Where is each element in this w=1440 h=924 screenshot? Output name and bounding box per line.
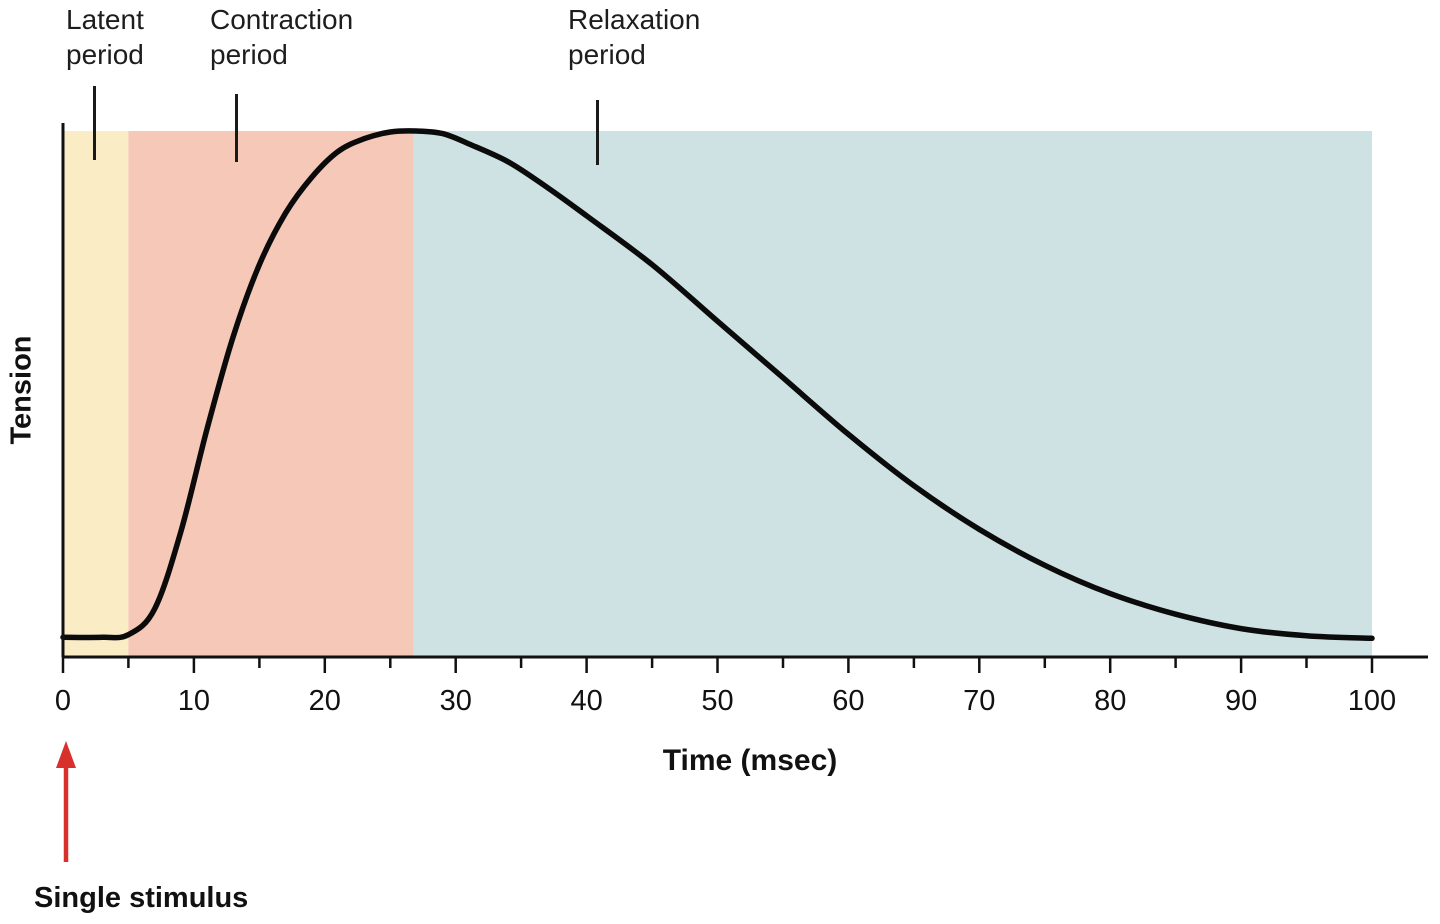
- x-tick-label: 30: [440, 685, 472, 717]
- x-tick-label: 40: [570, 685, 602, 717]
- x-axis-label: Time (msec): [662, 744, 838, 777]
- x-tick-label: 90: [1225, 685, 1257, 717]
- x-tick-label: 60: [832, 685, 864, 717]
- x-tick-label: 100: [1348, 685, 1396, 717]
- latent-period-pointer-line: [93, 86, 96, 160]
- region-0: [63, 131, 129, 657]
- x-tick-label: 80: [1094, 685, 1126, 717]
- contraction-period-label: Contraction period: [210, 4, 354, 70]
- x-tick-label: 50: [701, 685, 733, 717]
- x-tick-label: 70: [963, 685, 995, 717]
- x-tick-label: 0: [55, 685, 71, 717]
- region-2: [413, 131, 1372, 657]
- latent-period-label: Latent period: [66, 4, 144, 70]
- region-1: [128, 131, 414, 657]
- relaxation-period-pointer-line: [596, 100, 599, 165]
- x-tick-label: 10: [178, 685, 210, 717]
- stimulus-arrow-head: [56, 741, 76, 768]
- contraction-period-pointer-line: [235, 94, 238, 162]
- tension-curve: [60, 128, 1375, 642]
- relaxation-period-label: Relaxation period: [568, 4, 701, 70]
- x-tick-label: 20: [309, 685, 341, 717]
- y-axis-label: Tension: [5, 335, 38, 445]
- single-stimulus-label: Single stimulus: [34, 882, 249, 914]
